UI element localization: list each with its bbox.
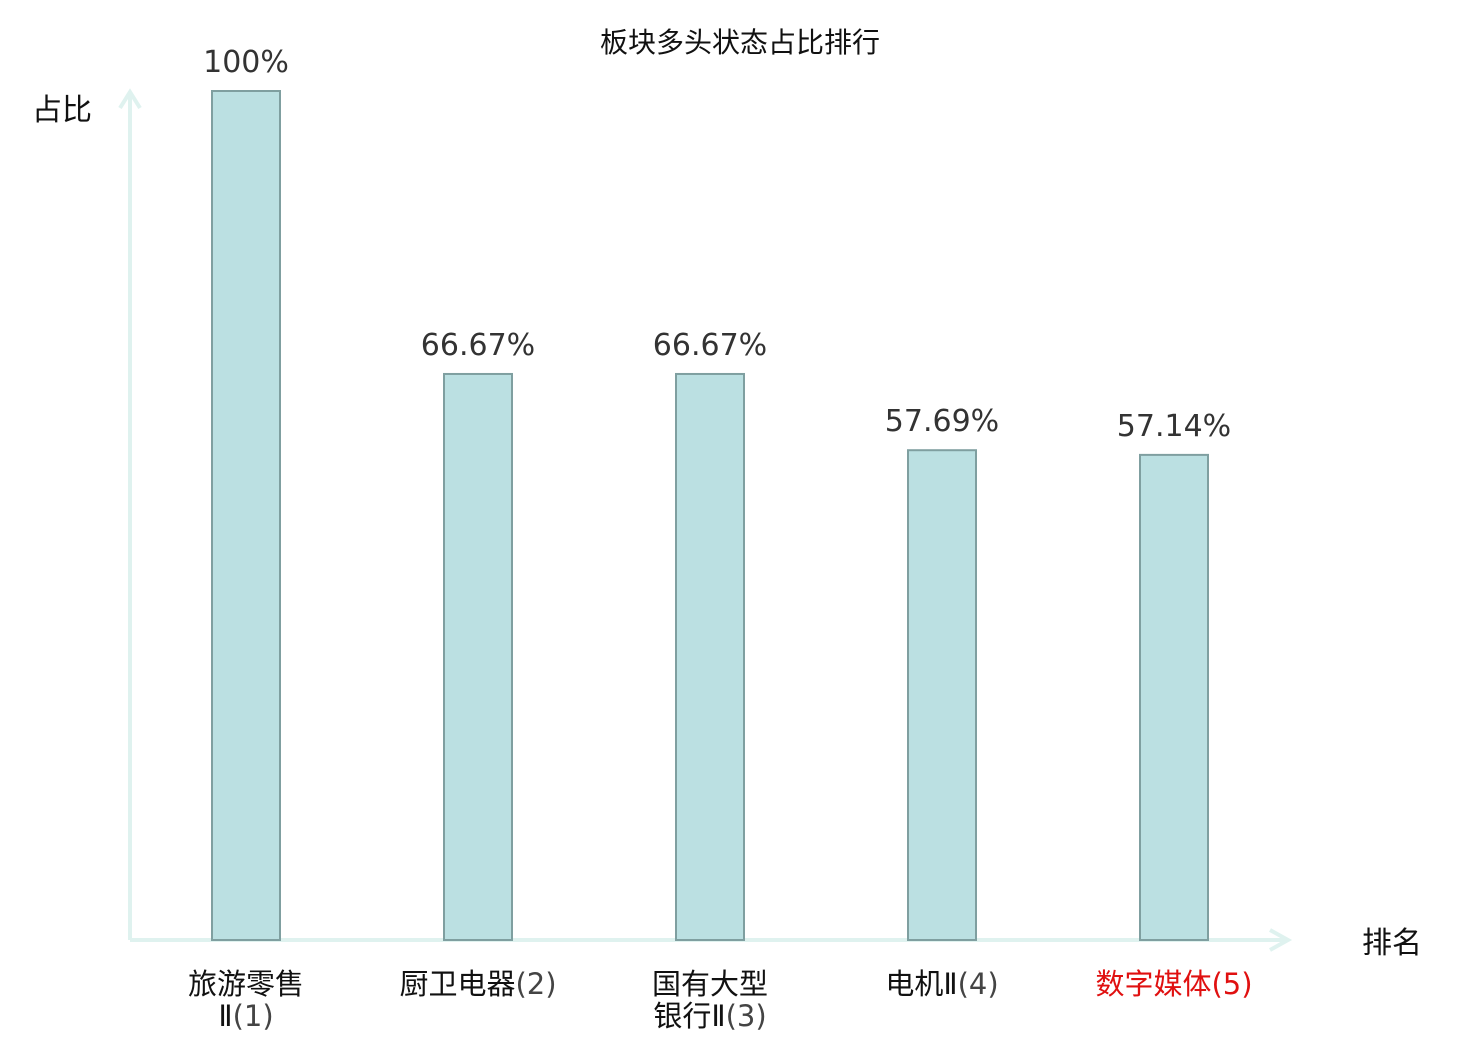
category-label-1-line-2: Ⅱ(1) — [218, 999, 273, 1033]
chart-title: 板块多头状态占比排行 — [600, 26, 880, 59]
category-name: 数字媒体 — [1095, 967, 1211, 1001]
value-label-2: 66.67% — [421, 328, 535, 363]
value-labels-group: 100% 66.67% 66.67% 57.69% 57.14% — [203, 45, 1231, 444]
category-rank: (5) — [1211, 967, 1252, 1001]
category-label-4: 电机Ⅱ(4) — [885, 967, 998, 1001]
category-rank: (3) — [726, 999, 767, 1033]
category-label-1-line-1: 旅游零售 — [188, 967, 304, 1001]
bar-1 — [211, 90, 281, 941]
category-label-3-line-1: 国有大型 — [652, 967, 768, 1001]
category-name: 国有大型 — [652, 967, 768, 1001]
category-label-2: 厨卫电器(2) — [399, 967, 556, 1001]
value-label-5: 57.14% — [1117, 409, 1231, 444]
value-label-1: 100% — [203, 45, 289, 80]
x-axis: 排名 — [130, 926, 1422, 961]
category-label-3-line-2: 银行Ⅱ(3) — [653, 999, 766, 1033]
category-name: 电机Ⅱ — [885, 967, 957, 1001]
y-axis-arrow — [118, 88, 142, 110]
category-label-5: 数字媒体(5) — [1095, 967, 1252, 1001]
category-rank: (1) — [233, 999, 274, 1033]
bar-4 — [907, 449, 977, 941]
x-axis-arrow — [1269, 928, 1293, 952]
x-axis-label: 排名 — [1362, 926, 1422, 961]
category-rank: (2) — [515, 967, 556, 1001]
y-axis: 占比 — [32, 88, 142, 940]
category-name: 银行Ⅱ — [653, 999, 725, 1033]
category-rank: (4) — [958, 967, 999, 1001]
value-label-3: 66.67% — [653, 328, 767, 363]
bars-group — [211, 90, 1209, 942]
bar-5 — [1139, 453, 1209, 941]
bar-2 — [443, 372, 513, 942]
category-name: Ⅱ — [218, 999, 232, 1033]
bar-3 — [675, 372, 745, 942]
value-label-4: 57.69% — [885, 404, 999, 439]
category-name: 厨卫电器 — [399, 967, 515, 1001]
category-name: 旅游零售 — [188, 967, 304, 1001]
y-axis-label: 占比 — [32, 93, 92, 128]
